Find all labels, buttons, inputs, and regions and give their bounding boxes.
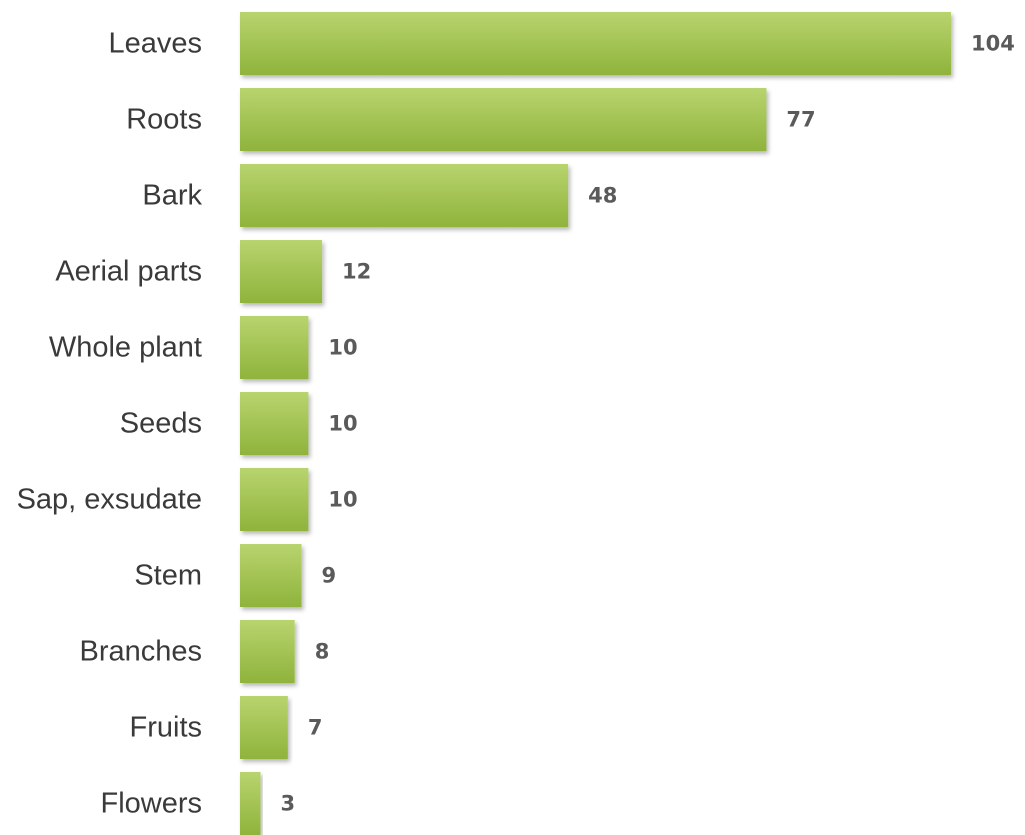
value-label: 12 <box>342 260 371 284</box>
value-label: 104 <box>971 32 1015 56</box>
category-label: Sap, exsudate <box>17 484 202 516</box>
category-label: Whole plant <box>49 332 202 364</box>
bar-seeds <box>240 392 309 455</box>
category-label: Branches <box>79 636 202 668</box>
category-label: Aerial parts <box>55 256 202 288</box>
value-label: 9 <box>322 564 337 588</box>
bar-leaves <box>240 12 951 75</box>
value-label: 48 <box>588 184 617 208</box>
category-label: Flowers <box>100 788 202 820</box>
category-label: Roots <box>126 104 202 136</box>
labels-layer: Leaves 104 Roots 77 Bark 48 Aerial parts 12 Whol… <box>17 28 1015 820</box>
category-label: Stem <box>134 560 202 592</box>
bar-flowers <box>240 772 261 835</box>
bar-aerial-parts <box>240 240 323 303</box>
value-label: 77 <box>786 108 815 132</box>
bar-branches <box>240 620 295 683</box>
value-label: 10 <box>328 412 357 436</box>
value-label: 8 <box>315 640 330 664</box>
category-label: Bark <box>142 180 202 212</box>
bar-stem <box>240 544 302 607</box>
category-label: Seeds <box>120 408 202 440</box>
bars-layer <box>240 12 951 835</box>
value-label: 10 <box>328 336 357 360</box>
value-label: 3 <box>281 792 296 816</box>
bar-bark <box>240 164 569 227</box>
category-label: Fruits <box>130 712 203 744</box>
bar-fruits <box>240 696 288 759</box>
bar-sap-exsudate <box>240 468 309 531</box>
bar-roots <box>240 88 767 151</box>
value-label: 7 <box>308 716 323 740</box>
bar-whole-plant <box>240 316 309 379</box>
category-label: Leaves <box>108 28 202 60</box>
value-label: 10 <box>328 488 357 512</box>
